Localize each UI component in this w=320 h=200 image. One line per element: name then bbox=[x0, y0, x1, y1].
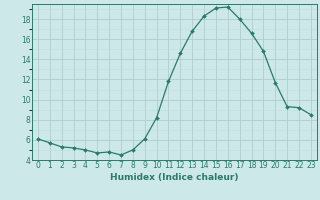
X-axis label: Humidex (Indice chaleur): Humidex (Indice chaleur) bbox=[110, 173, 239, 182]
